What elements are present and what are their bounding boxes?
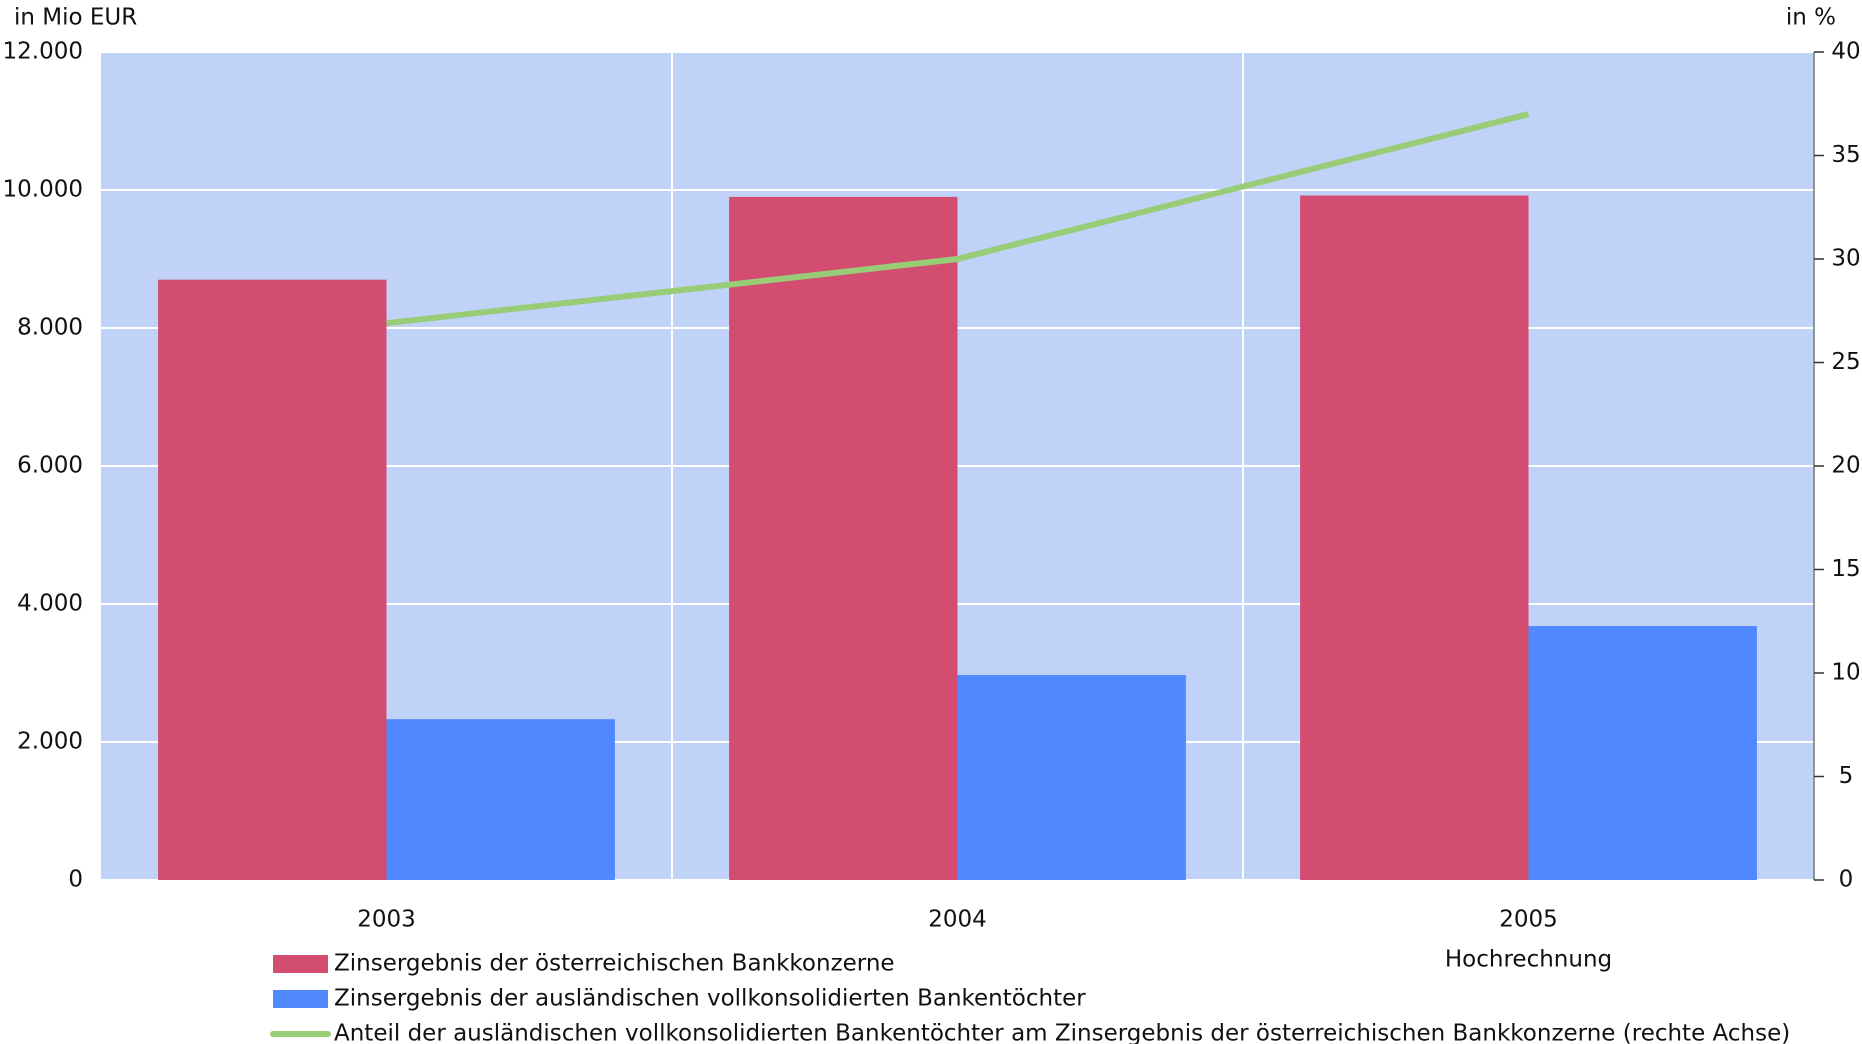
- y2-tick-label: 30: [1831, 246, 1860, 272]
- y2-tick-label: 0: [1839, 867, 1854, 893]
- line: [386, 111, 1530, 327]
- y-tick-label: 4.000: [17, 591, 83, 617]
- legend-label: Zinsergebnis der österreichischen Bankko…: [334, 951, 895, 977]
- legend-swatch: [273, 990, 328, 1008]
- bar: [158, 279, 387, 880]
- y-tick-label: 6.000: [17, 453, 83, 479]
- legend-label: Zinsergebnis der ausländischen vollkonso…: [334, 986, 1086, 1012]
- y2-axis-label: in %: [1786, 5, 1836, 31]
- y2-tick-label: 20: [1831, 453, 1860, 479]
- y-tick-label: 8.000: [17, 315, 83, 341]
- y-tick-label: 12.000: [3, 39, 83, 65]
- bar: [957, 675, 1186, 880]
- y-axis-label: in Mio EUR: [14, 5, 137, 31]
- x-tick-label: 2004: [928, 907, 987, 933]
- bar: [1300, 195, 1529, 880]
- bar: [1528, 626, 1757, 880]
- y2-tick-label: 10: [1831, 660, 1860, 686]
- y2-tick-label: 15: [1831, 556, 1860, 582]
- y2-tick-label: 40: [1831, 39, 1860, 65]
- y2-tick-label: 35: [1831, 142, 1860, 168]
- y-tick-label: 0: [68, 867, 83, 893]
- y-tick-label: 2.000: [17, 729, 83, 755]
- y2-tick-label: 5: [1839, 763, 1854, 789]
- x-annotation: Hochrechnung: [1445, 947, 1612, 973]
- bar: [386, 719, 615, 880]
- bar: [729, 196, 958, 880]
- y2-tick-label: 25: [1831, 349, 1860, 375]
- legend-swatch: [273, 955, 328, 973]
- x-tick-label: 2003: [357, 907, 416, 933]
- legend-label: Anteil der ausländischen vollkonsolidier…: [334, 1021, 1790, 1044]
- x-tick-label: 2005: [1499, 907, 1558, 933]
- y-tick-label: 10.000: [3, 177, 83, 203]
